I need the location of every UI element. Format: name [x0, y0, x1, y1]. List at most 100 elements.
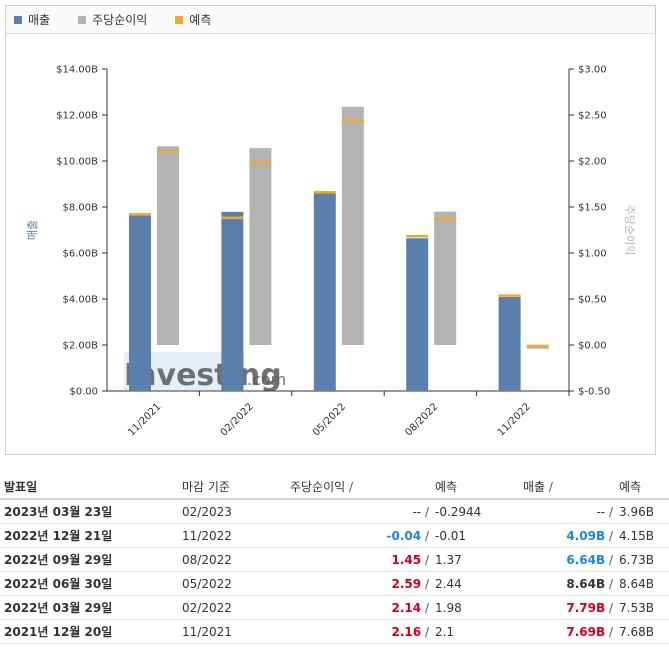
- row-revenue: -- /: [519, 499, 615, 524]
- row-rev-forecast: 7.53B: [615, 595, 669, 620]
- row-eps-forecast: -0.01: [431, 523, 519, 548]
- row-revenue: 4.09B /: [519, 523, 615, 548]
- col-header-rev-forecast: 예측: [615, 474, 669, 500]
- revenue-bar: [406, 238, 429, 391]
- y-right-tick-label: $1.00: [578, 249, 607, 260]
- legend-label-eps: 주당순이익: [92, 13, 148, 27]
- revenue-bar: [221, 211, 244, 391]
- legend-item-forecast[interactable]: 예측: [175, 11, 211, 28]
- eps-forecast-mark: [249, 161, 272, 165]
- watermark-suffix: .com: [247, 370, 286, 389]
- row-eps: 2.59 /: [286, 571, 431, 596]
- row-revenue: 6.64B /: [519, 547, 615, 572]
- y-left-tick-label: $2.00B: [63, 341, 99, 352]
- eps-bar: [341, 106, 364, 345]
- table-row: 2021년 12월 20일 11/2021 2.16 /2.1 7.69B /7.68…: [0, 619, 669, 644]
- row-rev-forecast: 6.73B: [615, 547, 669, 572]
- chart-bars: [129, 106, 549, 391]
- col-header-eps[interactable]: 주당순이익 /: [286, 474, 431, 500]
- chart-axes: [102, 68, 574, 396]
- y-left-tick-label: $4.00B: [63, 295, 99, 306]
- row-period: 11/2022: [178, 523, 286, 548]
- row-date: 2022년 09월 29일: [0, 547, 178, 572]
- row-rev-forecast: 8.64B: [615, 571, 669, 596]
- y-left-axis-title: 매출: [26, 220, 39, 240]
- col-header-date[interactable]: 발표일: [0, 474, 178, 500]
- row-eps: 1.45 /: [286, 547, 431, 572]
- eps-bar: [249, 148, 272, 345]
- legend-item-revenue[interactable]: 매출: [14, 11, 50, 28]
- y-right-tick-label: $0.50: [578, 295, 607, 306]
- revenue-bar: [313, 192, 336, 391]
- y-right-tick-label: $-0.50: [578, 387, 610, 398]
- row-revenue: 8.64B /: [519, 571, 615, 596]
- row-rev-forecast: 3.96B: [615, 499, 669, 524]
- y-left-tick-label: $6.00B: [63, 249, 99, 260]
- row-date: 2021년 12월 20일: [0, 619, 178, 644]
- revenue-forecast-mark: [129, 213, 151, 216]
- col-header-revenue[interactable]: 매출 /: [519, 474, 615, 500]
- y-left-tick-label: $10.00B: [56, 157, 98, 168]
- revenue-swatch-icon: [14, 15, 22, 24]
- col-header-period[interactable]: 마감 기준: [178, 474, 286, 500]
- row-eps: -- /: [286, 499, 431, 524]
- table-row: 2022년 03월 29일 02/2022 2.14 /1.98 7.79B /7.5…: [0, 595, 669, 620]
- row-eps: 2.14 /: [286, 595, 431, 620]
- table-row: 2023년 03월 23일 02/2023 -- / -0.2944 -- /3.96B: [0, 499, 669, 524]
- row-date: 2022년 06월 30일: [0, 571, 178, 596]
- row-eps-forecast: 2.44: [431, 571, 519, 596]
- eps-forecast-mark: [434, 217, 457, 221]
- x-tick-label: 11/2022: [496, 401, 533, 438]
- eps-forecast-mark: [157, 150, 179, 154]
- y-left-tick-label: $14.00B: [56, 65, 98, 76]
- row-revenue: 7.69B /: [519, 619, 615, 644]
- y-right-tick-label: $3.00: [578, 65, 607, 76]
- row-revenue: 7.79B /: [519, 595, 615, 620]
- y-left-tick-label: $0.00: [69, 387, 98, 398]
- revenue-forecast-mark: [406, 234, 429, 238]
- y-right-tick-label: $0.00: [578, 341, 607, 352]
- eps-bar: [157, 146, 179, 345]
- row-eps: -0.04 /: [286, 523, 431, 548]
- legend-item-eps[interactable]: 주당순이익: [78, 11, 147, 28]
- revenue-bar: [498, 296, 521, 391]
- table-row: 2022년 06월 30일 05/2022 2.59 /2.44 8.64B /8.6…: [0, 571, 669, 596]
- forecast-swatch-icon: [175, 15, 184, 24]
- eps-bar: [434, 211, 457, 345]
- table-row: 2022년 09월 29일 08/2022 1.45 /1.37 6.64B /6.7…: [0, 547, 669, 572]
- col-header-eps-forecast: 예측: [431, 474, 519, 500]
- row-eps-forecast: 2.1: [431, 619, 519, 644]
- row-eps-forecast: -0.2944: [431, 499, 519, 524]
- y-left-tick-label: $12.00B: [56, 111, 98, 122]
- row-rev-forecast: 7.68B: [615, 619, 669, 644]
- earnings-table-body: 2023년 03월 23일 02/2023 -- / -0.2944 -- /3.96B…: [0, 499, 669, 644]
- row-eps-forecast: 1.37: [431, 547, 519, 572]
- x-tick-label: 11/2021: [126, 401, 163, 438]
- chart-plot: Investing.com $0.00$2.00B$4.00B$6.00B$8.…: [26, 65, 636, 439]
- eps-swatch-icon: [78, 15, 87, 24]
- legend-label-forecast: 예측: [189, 13, 212, 27]
- revenue-bar: [129, 214, 151, 391]
- revenue-forecast-mark: [221, 216, 244, 220]
- x-tick-label: 05/2022: [311, 401, 348, 438]
- x-tick-label: 02/2022: [219, 401, 256, 438]
- x-tick-label: 08/2022: [403, 401, 440, 438]
- row-period: 05/2022: [178, 571, 286, 596]
- legend-label-revenue: 매출: [28, 13, 51, 27]
- y-right-tick-label: $1.50: [578, 203, 607, 214]
- row-period: 08/2022: [178, 547, 286, 572]
- earnings-chart-panel: 매출 주당순이익 예측 Investing .com $0.00 $2.00B $4.…: [5, 5, 656, 455]
- chart-legend: 매출 주당순이익 예측: [6, 6, 655, 34]
- y-left-tick-label: $8.00B: [63, 203, 99, 214]
- row-period: 02/2023: [178, 499, 286, 524]
- row-date: 2022년 03월 29일: [0, 595, 178, 620]
- row-eps: 2.16 /: [286, 619, 431, 644]
- row-date: 2023년 03월 23일: [0, 499, 178, 524]
- eps-forecast-mark: [526, 344, 549, 348]
- row-period: 02/2022: [178, 595, 286, 620]
- table-header-row: 발표일 마감 기준 주당순이익 / 예측 매출 / 예측: [0, 474, 669, 500]
- row-date: 2022년 12월 21일: [0, 523, 178, 548]
- earnings-table: 발표일 마감 기준 주당순이익 / 예측 매출 / 예측 2023년 03월 2…: [0, 474, 669, 644]
- row-eps-forecast: 1.98: [431, 595, 519, 620]
- revenue-forecast-mark: [498, 294, 521, 297]
